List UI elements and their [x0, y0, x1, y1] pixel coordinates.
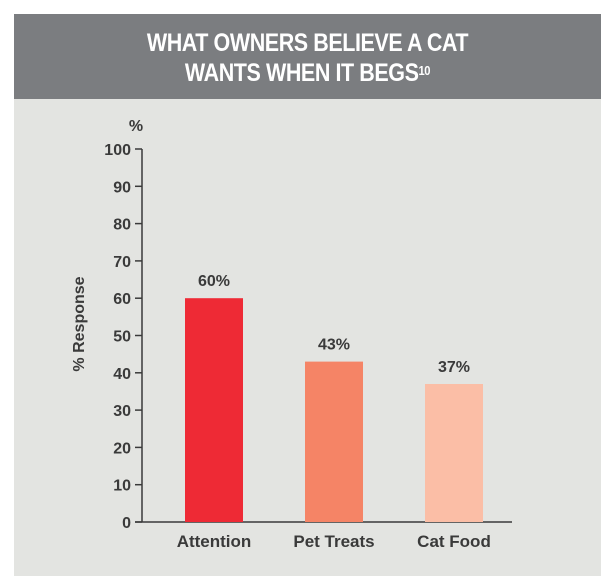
- y-axis-title: % Response: [71, 276, 88, 371]
- y-tick-label: 20: [113, 440, 131, 457]
- chart-header: WHAT OWNERS BELIEVE A CAT WANTS WHEN IT …: [14, 14, 601, 99]
- y-tick-label: 60: [113, 291, 131, 308]
- y-tick-label: 100: [104, 142, 131, 159]
- chart-title: WHAT OWNERS BELIEVE A CAT WANTS WHEN IT …: [55, 28, 560, 88]
- data-label: 37%: [438, 359, 470, 376]
- y-tick-label: 0: [122, 515, 131, 532]
- y-tick-label: 70: [113, 254, 131, 271]
- y-tick-label: 90: [113, 179, 131, 196]
- y-tick-label: 40: [113, 366, 131, 383]
- y-tick-label: 30: [113, 403, 131, 420]
- chart-title-line2: WANTS WHEN IT BEGS: [184, 59, 419, 87]
- data-label: 60%: [198, 273, 230, 290]
- y-tick-label: 50: [113, 329, 131, 346]
- x-tick-label: Pet Treats: [293, 532, 374, 551]
- bar: [185, 298, 243, 522]
- bars: 60% 43% 37%: [185, 273, 483, 522]
- bar: [305, 361, 363, 522]
- bar: [425, 383, 483, 522]
- chart-title-superscript: 10: [418, 63, 431, 78]
- chart-title-line1: WHAT OWNERS BELIEVE A CAT: [146, 29, 469, 57]
- y-tick-label: 10: [113, 478, 131, 495]
- y-axis-unit-label: %: [129, 118, 143, 135]
- x-axis: Attention Pet Treats Cat Food: [135, 521, 512, 551]
- y-axis: 0 10 20 30 40 50 60 70 80 90 100: [104, 142, 143, 532]
- data-label: 43%: [318, 337, 350, 354]
- x-tick-label: Attention: [177, 532, 252, 551]
- x-tick-label: Cat Food: [417, 532, 491, 551]
- y-tick-label: 80: [113, 217, 131, 234]
- chart-title-line2-wrap: WANTS WHEN IT BEGS10: [55, 58, 560, 88]
- chart-panel: WHAT OWNERS BELIEVE A CAT WANTS WHEN IT …: [14, 14, 601, 576]
